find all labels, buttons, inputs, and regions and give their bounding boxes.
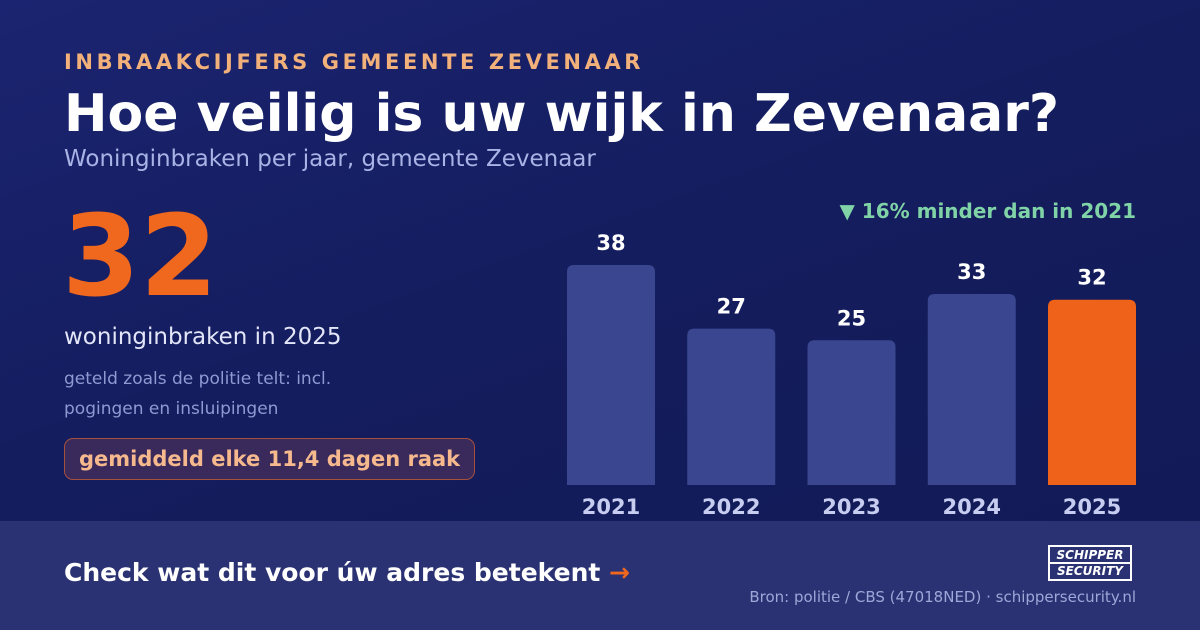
- page-title: Hoe veilig is uw wijk in Zevenaar?: [64, 84, 1060, 144]
- footer-bar: [0, 521, 1200, 630]
- tick-label-2025: 2025: [1063, 495, 1121, 519]
- trend-annotation: ▼ 16% minder dan in 2021: [839, 199, 1136, 223]
- data-label-2023: 25: [837, 306, 866, 330]
- arrow-right-icon: →: [609, 558, 630, 587]
- tick-label-2021: 2021: [582, 495, 640, 519]
- frequency-badge: gemiddeld elke 11,4 dagen raak: [64, 438, 476, 480]
- bar-2024: [927, 293, 1016, 485]
- stat-label: woninginbraken in 2025: [64, 324, 342, 350]
- bar-2025: [1048, 299, 1136, 485]
- logo-text-top: SCHIPPER: [1056, 548, 1124, 562]
- brand-logo: SCHIPPER SECURITY: [1048, 545, 1132, 581]
- kicker: INBRAAKCIJFERS GEMEENTE ZEVENAAR: [64, 50, 645, 74]
- stat-note: geteld zoals de politie telt: incl. pogi…: [64, 369, 332, 419]
- data-label-2022: 27: [717, 295, 746, 319]
- data-label-2021: 38: [596, 231, 625, 255]
- bar-2021: [567, 265, 655, 485]
- tick-label-2022: 2022: [702, 495, 760, 519]
- cta-link[interactable]: Check wat dit voor úw adres betekent →: [64, 558, 630, 587]
- data-label-2025: 32: [1077, 266, 1106, 290]
- bar-2022: [687, 328, 776, 485]
- logo-text-bottom: SECURITY: [1050, 562, 1130, 578]
- cta-text: Check wat dit voor úw adres betekent: [64, 558, 601, 587]
- bar-2023: [807, 340, 896, 485]
- big-stat-number: 32: [62, 192, 218, 322]
- tick-label-2023: 2023: [822, 495, 880, 519]
- subtitle: Woninginbraken per jaar, gemeente Zevena…: [64, 146, 596, 172]
- tick-label-2024: 2024: [943, 495, 1001, 519]
- source-credit: Bron: politie / CBS (47018NED) · schippe…: [749, 588, 1136, 606]
- data-label-2024: 33: [957, 260, 986, 284]
